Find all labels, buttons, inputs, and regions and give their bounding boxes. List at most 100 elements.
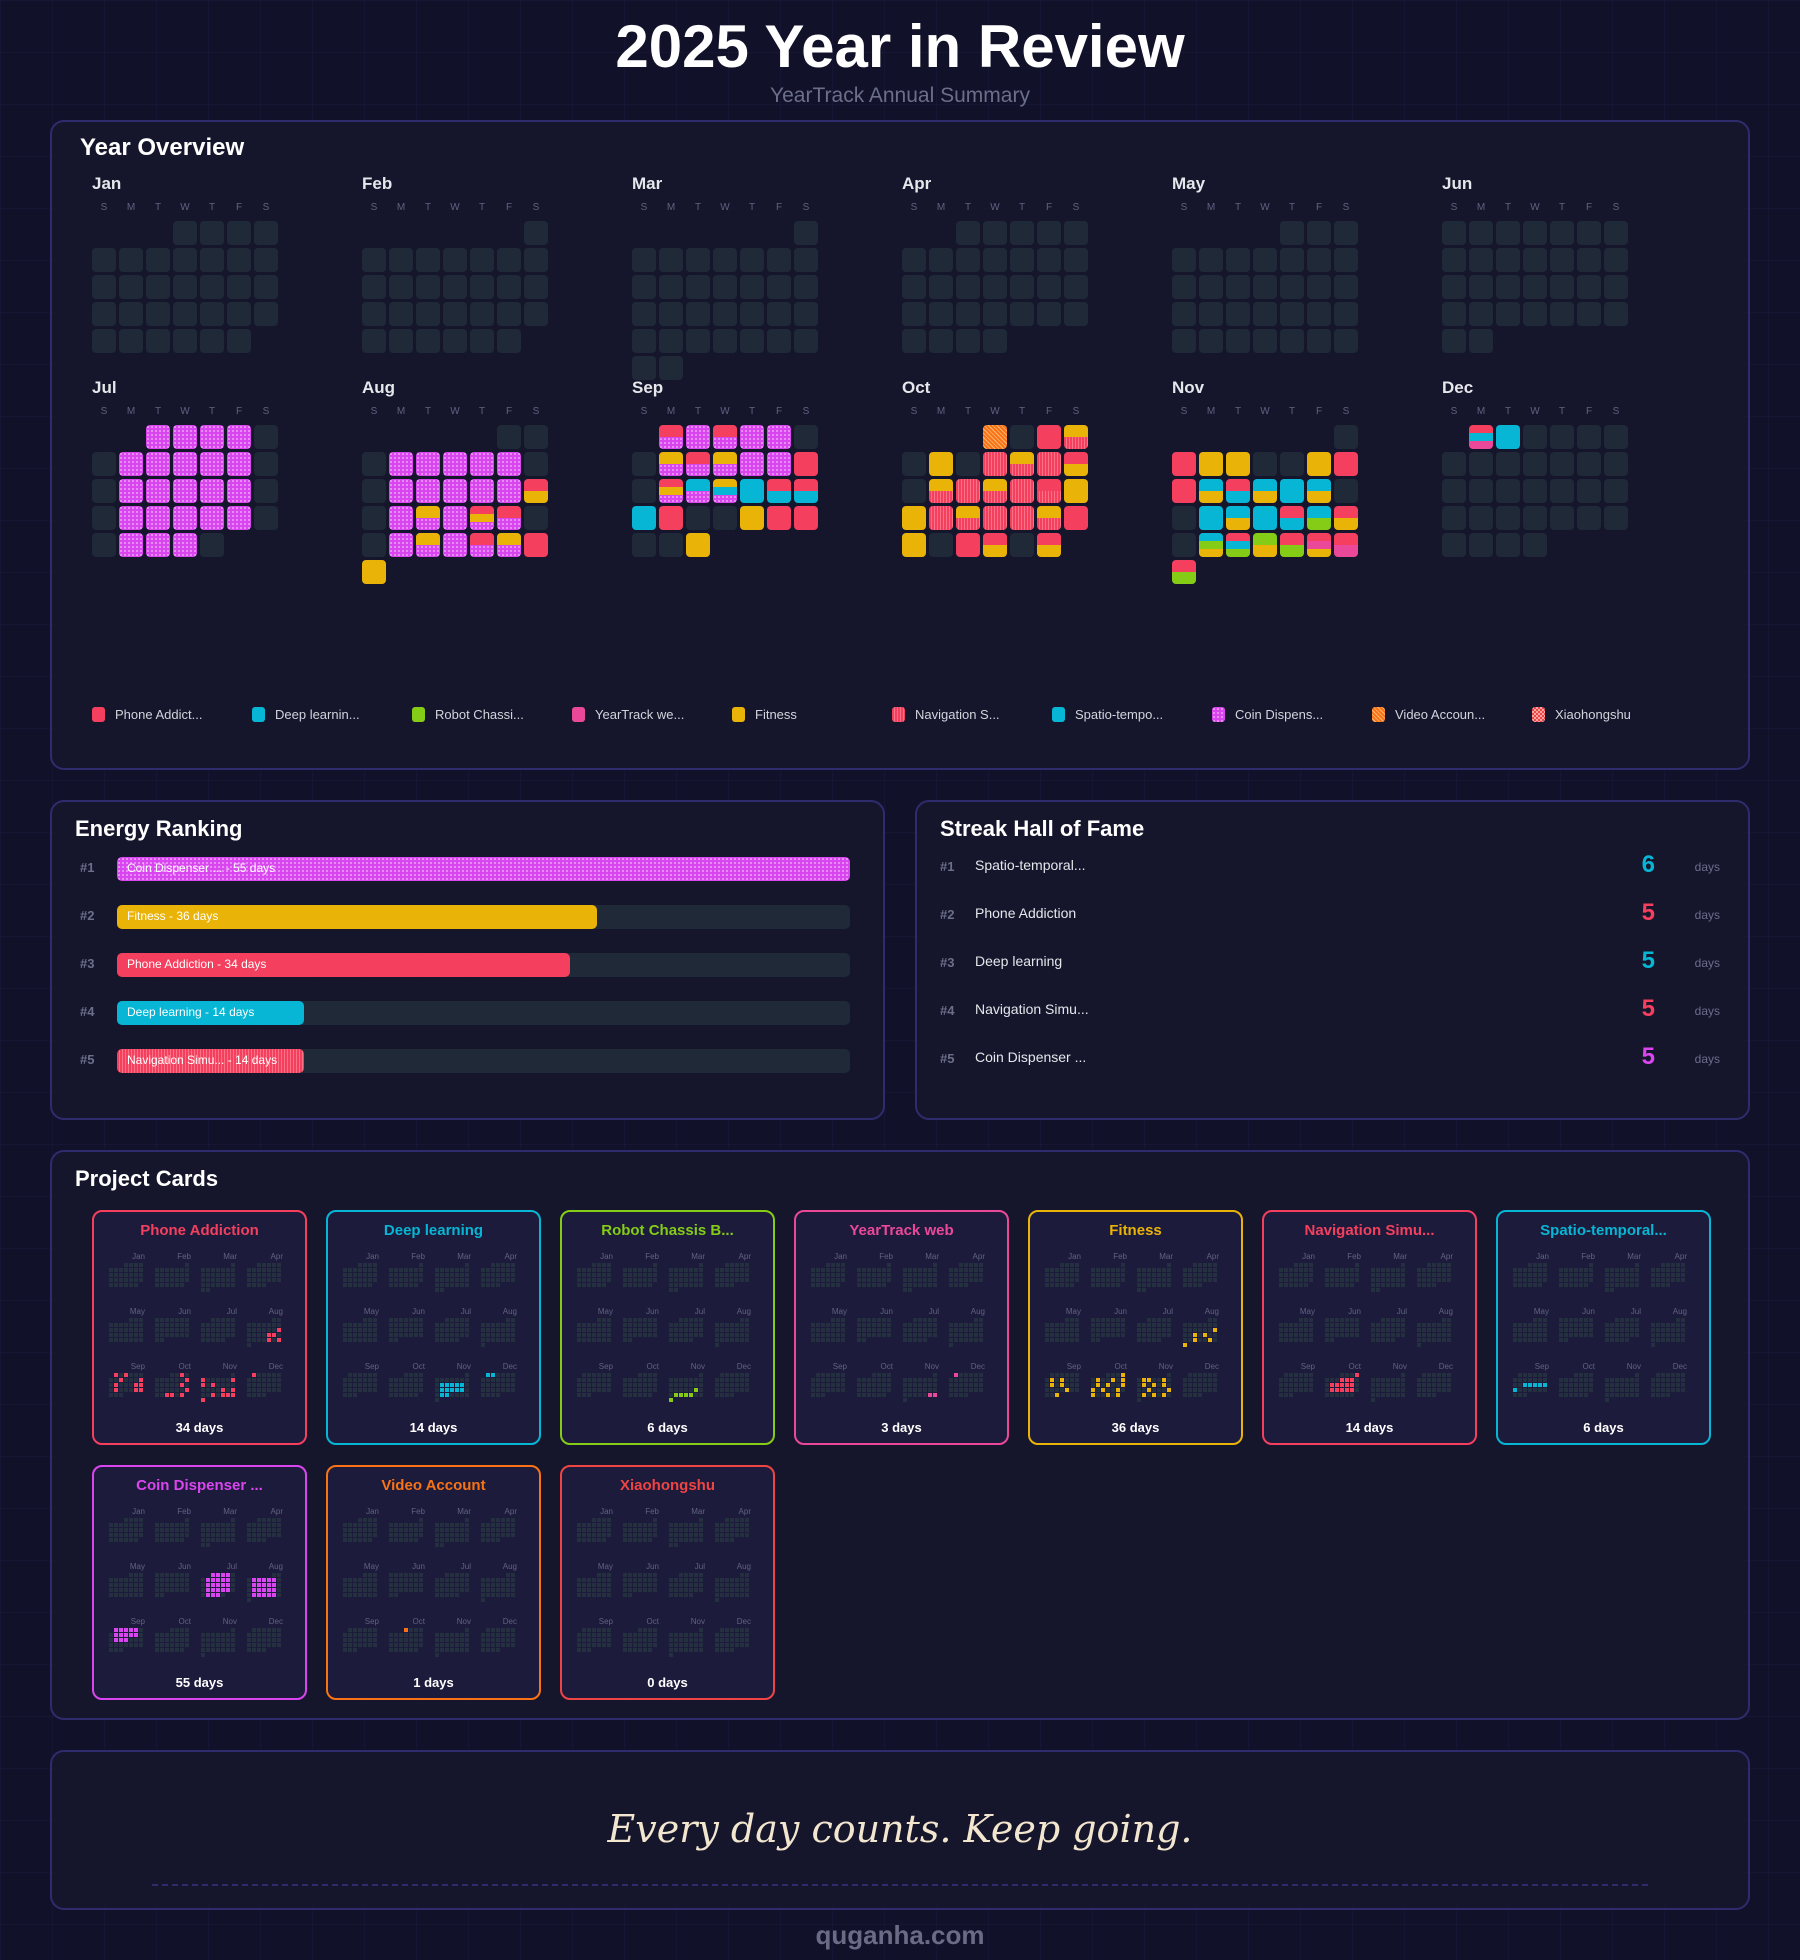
day-cell[interactable] bbox=[1010, 302, 1034, 326]
day-cell[interactable] bbox=[1604, 425, 1628, 449]
day-cell[interactable] bbox=[92, 479, 116, 503]
day-cell[interactable] bbox=[92, 275, 116, 299]
day-cell[interactable] bbox=[362, 506, 386, 530]
day-cell[interactable] bbox=[443, 533, 467, 557]
day-cell[interactable] bbox=[902, 302, 926, 326]
day-cell[interactable] bbox=[713, 452, 737, 476]
day-cell[interactable] bbox=[686, 275, 710, 299]
day-cell[interactable] bbox=[1334, 329, 1358, 353]
day-cell[interactable] bbox=[929, 248, 953, 272]
day-cell[interactable] bbox=[632, 452, 656, 476]
day-cell[interactable] bbox=[470, 533, 494, 557]
day-cell[interactable] bbox=[686, 425, 710, 449]
day-cell[interactable] bbox=[1496, 275, 1520, 299]
day-cell[interactable] bbox=[1172, 479, 1196, 503]
day-cell[interactable] bbox=[1253, 479, 1277, 503]
day-cell[interactable] bbox=[1469, 452, 1493, 476]
day-cell[interactable] bbox=[443, 479, 467, 503]
day-cell[interactable] bbox=[119, 275, 143, 299]
day-cell[interactable] bbox=[1523, 425, 1547, 449]
day-cell[interactable] bbox=[767, 452, 791, 476]
day-cell[interactable] bbox=[659, 506, 683, 530]
day-cell[interactable] bbox=[1199, 329, 1223, 353]
day-cell[interactable] bbox=[794, 506, 818, 530]
day-cell[interactable] bbox=[794, 248, 818, 272]
day-cell[interactable] bbox=[146, 533, 170, 557]
day-cell[interactable] bbox=[524, 479, 548, 503]
day-cell[interactable] bbox=[1064, 221, 1088, 245]
day-cell[interactable] bbox=[119, 329, 143, 353]
day-cell[interactable] bbox=[254, 506, 278, 530]
day-cell[interactable] bbox=[1550, 302, 1574, 326]
day-cell[interactable] bbox=[1010, 248, 1034, 272]
day-cell[interactable] bbox=[1253, 302, 1277, 326]
day-cell[interactable] bbox=[92, 452, 116, 476]
day-cell[interactable] bbox=[929, 329, 953, 353]
day-cell[interactable] bbox=[1334, 248, 1358, 272]
day-cell[interactable] bbox=[146, 452, 170, 476]
day-cell[interactable] bbox=[470, 479, 494, 503]
day-cell[interactable] bbox=[470, 275, 494, 299]
day-cell[interactable] bbox=[173, 452, 197, 476]
day-cell[interactable] bbox=[1172, 506, 1196, 530]
day-cell[interactable] bbox=[1307, 329, 1331, 353]
day-cell[interactable] bbox=[713, 506, 737, 530]
legend-item[interactable]: Robot Chassi... bbox=[412, 707, 572, 722]
day-cell[interactable] bbox=[524, 248, 548, 272]
day-cell[interactable] bbox=[767, 248, 791, 272]
day-cell[interactable] bbox=[200, 248, 224, 272]
day-cell[interactable] bbox=[902, 248, 926, 272]
day-cell[interactable] bbox=[713, 425, 737, 449]
day-cell[interactable] bbox=[1280, 275, 1304, 299]
day-cell[interactable] bbox=[1172, 248, 1196, 272]
day-cell[interactable] bbox=[740, 425, 764, 449]
day-cell[interactable] bbox=[1037, 452, 1061, 476]
day-cell[interactable] bbox=[902, 506, 926, 530]
day-cell[interactable] bbox=[686, 452, 710, 476]
day-cell[interactable] bbox=[956, 533, 980, 557]
day-cell[interactable] bbox=[686, 302, 710, 326]
day-cell[interactable] bbox=[956, 302, 980, 326]
project-card[interactable]: Coin Dispenser ... Jan Feb Mar Apr May Jun Jul A… bbox=[92, 1465, 307, 1700]
day-cell[interactable] bbox=[659, 248, 683, 272]
day-cell[interactable] bbox=[1226, 506, 1250, 530]
day-cell[interactable] bbox=[443, 275, 467, 299]
day-cell[interactable] bbox=[92, 302, 116, 326]
day-cell[interactable] bbox=[632, 506, 656, 530]
energy-bar-fill[interactable]: Deep learning - 14 days bbox=[117, 1001, 304, 1025]
day-cell[interactable] bbox=[254, 479, 278, 503]
day-cell[interactable] bbox=[200, 275, 224, 299]
legend-item[interactable]: Spatio-tempo... bbox=[1052, 707, 1212, 722]
day-cell[interactable] bbox=[983, 275, 1007, 299]
day-cell[interactable] bbox=[1199, 479, 1223, 503]
day-cell[interactable] bbox=[362, 275, 386, 299]
day-cell[interactable] bbox=[497, 479, 521, 503]
day-cell[interactable] bbox=[173, 329, 197, 353]
day-cell[interactable] bbox=[227, 452, 251, 476]
day-cell[interactable] bbox=[254, 221, 278, 245]
day-cell[interactable] bbox=[1496, 302, 1520, 326]
day-cell[interactable] bbox=[956, 329, 980, 353]
day-cell[interactable] bbox=[983, 329, 1007, 353]
legend-item[interactable]: Navigation S... bbox=[892, 707, 1052, 722]
day-cell[interactable] bbox=[1064, 425, 1088, 449]
day-cell[interactable] bbox=[1577, 302, 1601, 326]
day-cell[interactable] bbox=[1307, 533, 1331, 557]
day-cell[interactable] bbox=[1226, 452, 1250, 476]
day-cell[interactable] bbox=[200, 221, 224, 245]
day-cell[interactable] bbox=[389, 275, 413, 299]
project-card[interactable]: Robot Chassis B... Jan Feb Mar Apr May Jun Jul A… bbox=[560, 1210, 775, 1445]
day-cell[interactable] bbox=[416, 329, 440, 353]
day-cell[interactable] bbox=[92, 506, 116, 530]
day-cell[interactable] bbox=[1523, 479, 1547, 503]
day-cell[interactable] bbox=[416, 248, 440, 272]
day-cell[interactable] bbox=[767, 479, 791, 503]
day-cell[interactable] bbox=[1604, 452, 1628, 476]
day-cell[interactable] bbox=[686, 329, 710, 353]
day-cell[interactable] bbox=[767, 275, 791, 299]
day-cell[interactable] bbox=[1280, 329, 1304, 353]
day-cell[interactable] bbox=[1442, 248, 1466, 272]
project-card[interactable]: Spatio-temporal... Jan Feb Mar Apr May Jun Jul A… bbox=[1496, 1210, 1711, 1445]
day-cell[interactable] bbox=[1523, 275, 1547, 299]
day-cell[interactable] bbox=[1226, 275, 1250, 299]
